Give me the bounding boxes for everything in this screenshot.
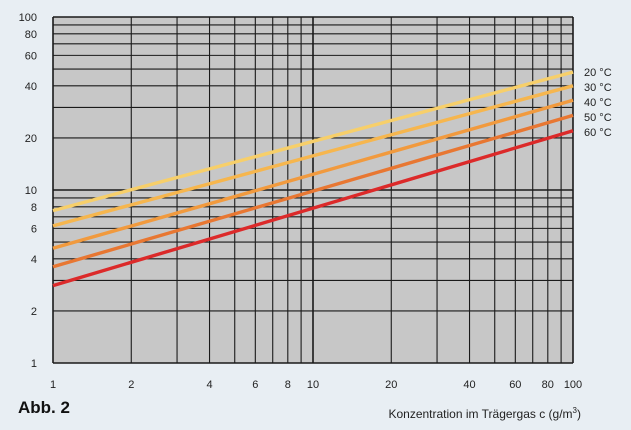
y-tick-labels: 1 2 4 6 8 10 20 40 60 80 100	[19, 12, 37, 370]
series-line	[52, 113, 574, 269]
grid	[52, 16, 574, 364]
x-tick-label: 2	[128, 379, 134, 391]
y-tick-label: 4	[31, 254, 37, 266]
series-line	[52, 70, 574, 213]
x-tick-label: 40	[463, 379, 475, 391]
legend: 20 °C 30 °C 40 °C 50 °C 60 °C	[584, 67, 612, 139]
series-lines	[52, 70, 574, 288]
y-tick-label: 60	[25, 50, 37, 62]
x-axis-title-superscript: 3	[572, 406, 577, 415]
y-tick-label: 2	[31, 306, 37, 318]
x-axis-title: Konzentration im Trägergas c (g/m3)	[388, 406, 581, 421]
legend-item: 50 °C	[584, 112, 612, 124]
legend-item: 20 °C	[584, 67, 612, 79]
figure-label: Abb. 2	[18, 398, 70, 417]
x-axis-title-close: )	[577, 407, 581, 421]
x-tick-labels: 1 2 4 6 8 10 20 40 60 80 100	[50, 379, 582, 391]
y-tick-label: 20	[25, 133, 37, 145]
y-tick-label: 80	[25, 29, 37, 41]
y-tick-label: 100	[19, 12, 37, 24]
series-line	[52, 84, 574, 228]
x-tick-label: 60	[509, 379, 521, 391]
x-axis-title-text: Konzentration im Trägergas c (g/m	[388, 407, 573, 421]
legend-item: 30 °C	[584, 82, 612, 94]
y-tick-label: 10	[25, 185, 37, 197]
legend-item: 40 °C	[584, 97, 612, 109]
y-tick-label: 8	[31, 202, 37, 214]
x-tick-label: 10	[307, 379, 319, 391]
x-tick-label: 8	[285, 379, 291, 391]
x-tick-label: 4	[206, 379, 212, 391]
x-tick-label: 6	[252, 379, 258, 391]
x-tick-label: 20	[385, 379, 397, 391]
x-tick-label: 1	[50, 379, 56, 391]
y-tick-label: 6	[31, 223, 37, 235]
legend-item: 60 °C	[584, 127, 612, 139]
x-tick-label: 100	[564, 379, 582, 391]
x-tick-label: 80	[542, 379, 554, 391]
y-tick-label: 1	[31, 358, 37, 370]
series-line	[52, 129, 574, 288]
y-tick-label: 40	[25, 81, 37, 93]
series-line	[52, 98, 574, 250]
